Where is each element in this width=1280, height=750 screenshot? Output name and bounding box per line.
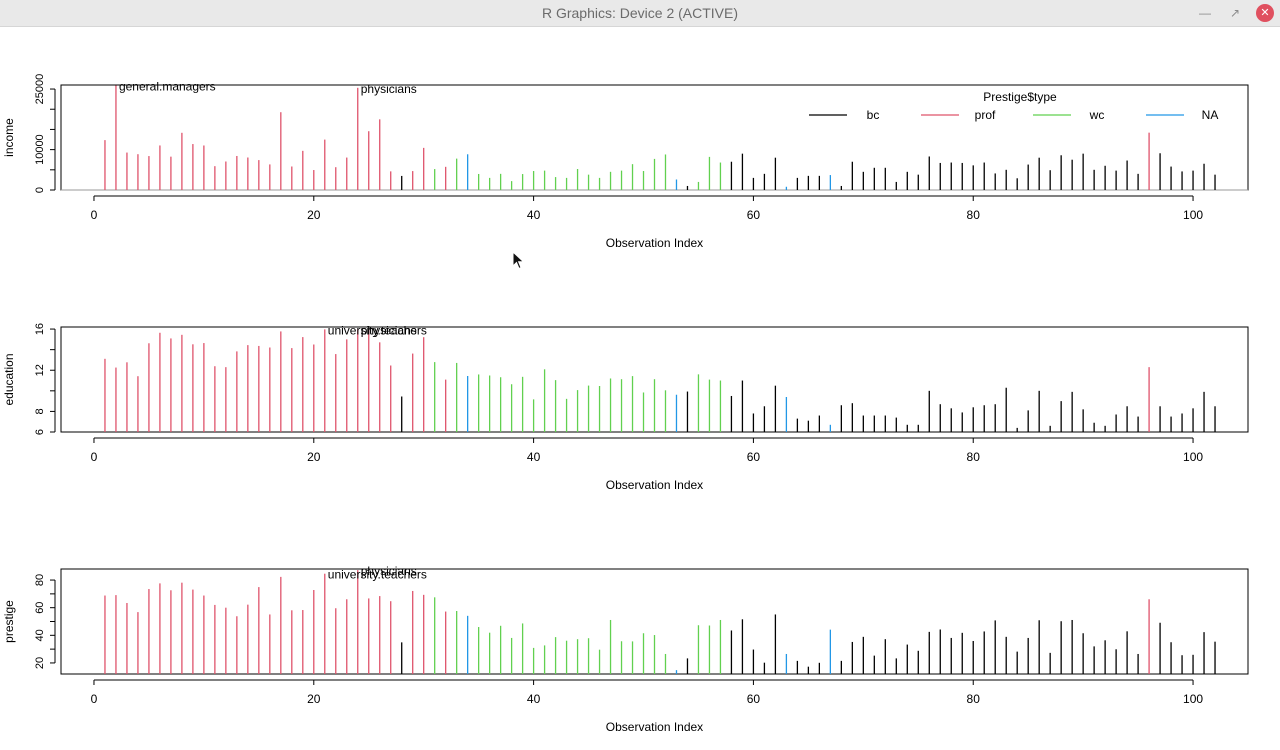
x-tick-label-education: 0 xyxy=(91,450,98,464)
legend-label-bc: bc xyxy=(867,108,880,122)
mouse-cursor-icon xyxy=(512,251,525,270)
x-tick-label-income: 60 xyxy=(747,208,761,222)
y-tick-label-prestige: 40 xyxy=(34,629,46,641)
legend-label-prof: prof xyxy=(975,108,996,122)
legend-label-wc: wc xyxy=(1089,108,1105,122)
legend-title: Prestige$type xyxy=(983,90,1057,104)
x-tick-label-education: 100 xyxy=(1183,450,1203,464)
x-tick-label-income: 40 xyxy=(527,208,541,222)
y-axis-title-prestige: prestige xyxy=(2,600,16,643)
window-title: R Graphics: Device 2 (ACTIVE) xyxy=(541,5,739,21)
point-label-income: general.managers xyxy=(119,79,216,93)
legend-label-NA: NA xyxy=(1202,108,1219,122)
x-tick-label-income: 100 xyxy=(1183,208,1203,222)
restore-icon: ↗ xyxy=(1229,6,1241,20)
x-tick-label-education: 40 xyxy=(527,450,541,464)
x-tick-label-income: 0 xyxy=(91,208,98,222)
minimize-icon: — xyxy=(1199,6,1211,20)
y-tick-label-education: 8 xyxy=(34,408,46,414)
x-tick-label-prestige: 60 xyxy=(747,692,761,706)
y-tick-label-income: 10000 xyxy=(34,134,46,165)
window-titlebar: R Graphics: Device 2 (ACTIVE) — ↗ ✕ xyxy=(0,0,1280,27)
x-tick-label-prestige: 0 xyxy=(91,692,98,706)
y-axis-title-income: income xyxy=(2,118,16,157)
x-tick-label-prestige: 80 xyxy=(967,692,981,706)
y-tick-label-prestige: 80 xyxy=(34,574,46,586)
x-tick-label-prestige: 100 xyxy=(1183,692,1203,706)
close-button[interactable]: ✕ xyxy=(1256,4,1274,22)
point-label-education: university.teachers xyxy=(328,323,427,337)
x-axis-title-prestige: Observation Index xyxy=(606,720,703,734)
point-label-prestige: physicians xyxy=(361,564,417,578)
y-tick-label-education: 16 xyxy=(34,323,46,335)
y-tick-label-education: 12 xyxy=(34,364,46,376)
x-tick-label-education: 20 xyxy=(307,450,321,464)
close-icon: ✕ xyxy=(1260,7,1270,19)
x-axis-title-education: Observation Index xyxy=(606,478,703,492)
point-label-education: physicians xyxy=(361,323,417,337)
y-tick-label-prestige: 20 xyxy=(34,657,46,669)
y-tick-label-education: 6 xyxy=(34,429,46,435)
x-axis-title-income: Observation Index xyxy=(606,236,703,250)
restore-button[interactable]: ↗ xyxy=(1226,4,1244,22)
x-tick-label-income: 80 xyxy=(967,208,981,222)
y-axis-title-education: education xyxy=(2,353,16,405)
x-tick-label-income: 20 xyxy=(307,208,321,222)
y-tick-label-income: 0 xyxy=(34,187,46,193)
point-label-income: physicians xyxy=(361,82,417,96)
y-tick-label-income: 25000 xyxy=(34,74,46,105)
point-label-prestige: university.teachers xyxy=(328,568,427,582)
minimize-button[interactable]: — xyxy=(1196,4,1214,22)
x-tick-label-education: 60 xyxy=(747,450,761,464)
x-tick-label-prestige: 20 xyxy=(307,692,321,706)
x-tick-label-prestige: 40 xyxy=(527,692,541,706)
x-tick-label-education: 80 xyxy=(967,450,981,464)
y-tick-label-prestige: 60 xyxy=(34,602,46,614)
